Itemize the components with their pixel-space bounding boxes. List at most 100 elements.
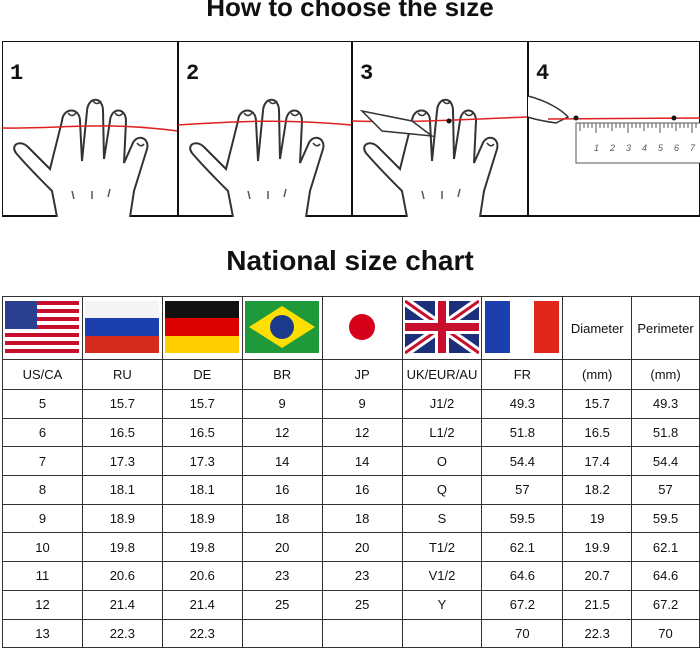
flag bbox=[165, 300, 240, 353]
table-cell: 15.7 bbox=[562, 389, 633, 419]
ruler-number: 4 bbox=[642, 143, 647, 153]
table-cell: 16.5 bbox=[81, 417, 163, 448]
table-cell: 19.8 bbox=[161, 532, 243, 563]
table-cell: 19.8 bbox=[81, 532, 163, 563]
table-cell: 18.1 bbox=[161, 475, 243, 505]
table-row: 7 17.3 17.3 14 14 O 54.4 17.4 54.4 bbox=[2, 446, 700, 477]
step-number: 1 bbox=[10, 61, 23, 86]
table-cell: 9 bbox=[321, 389, 403, 419]
ruler-number: 5 bbox=[658, 143, 664, 153]
table-cell: 6 bbox=[2, 417, 83, 448]
table-cell: 16.5 bbox=[161, 417, 243, 448]
flag-row: Diameter Perimeter bbox=[2, 296, 700, 360]
table-cell: 16 bbox=[321, 475, 403, 505]
table-cell: 17.3 bbox=[81, 446, 163, 477]
flag-cell bbox=[2, 296, 83, 360]
step-number: 3 bbox=[360, 61, 373, 86]
table-row: 5 15.7 15.7 9 9 J1/2 49.3 15.7 49.3 bbox=[2, 389, 700, 419]
table-cell: 57 bbox=[481, 475, 564, 505]
flag-cell bbox=[241, 296, 323, 360]
table-cell: 18 bbox=[241, 503, 323, 534]
table-cell bbox=[401, 618, 483, 649]
table-cell: 20.6 bbox=[161, 561, 243, 591]
table-cell: V1/2 bbox=[401, 561, 483, 591]
column-header: Diameter bbox=[562, 296, 633, 360]
table-cell: 70 bbox=[631, 618, 700, 649]
ruler-number: 7 bbox=[690, 143, 696, 153]
panel bbox=[2, 41, 179, 217]
table-cell: 15.7 bbox=[81, 389, 163, 419]
table-row: 8 18.1 18.1 16 16 Q 57 18.2 57 bbox=[2, 475, 700, 505]
table-cell: L1/2 bbox=[401, 417, 483, 448]
table-cell: 59.5 bbox=[481, 503, 564, 534]
table-cell: 16.5 bbox=[562, 417, 633, 448]
chart-heading: National size chart bbox=[226, 245, 474, 276]
table-cell: 25 bbox=[241, 589, 323, 620]
table-cell bbox=[321, 618, 403, 649]
ruler-number: 6 bbox=[674, 143, 679, 153]
table-cell: 11 bbox=[2, 561, 83, 591]
table-cell: 13 bbox=[2, 618, 83, 649]
table-row: 6 16.5 16.5 12 12 L1/2 51.8 16.5 51.8 bbox=[2, 417, 700, 448]
table-cell: 19 bbox=[562, 503, 633, 534]
panel bbox=[177, 41, 353, 217]
table-cell: 5 bbox=[2, 389, 83, 419]
flag bbox=[85, 300, 160, 353]
table-row: 12 21.4 21.4 25 25 Y 67.2 21.5 67.2 bbox=[2, 589, 700, 620]
column-header: FR bbox=[481, 359, 564, 390]
table-cell: 25 bbox=[321, 589, 403, 620]
table-cell: 12 bbox=[241, 417, 323, 448]
column-header: UK/EUR/AU bbox=[401, 359, 483, 390]
flag bbox=[5, 300, 80, 353]
table-row: 11 20.6 20.6 23 23 V1/2 64.6 20.7 64.6 bbox=[2, 561, 700, 591]
table-cell: 21.4 bbox=[81, 589, 163, 620]
table-cell: 51.8 bbox=[481, 417, 564, 448]
flag bbox=[325, 300, 400, 353]
table-row: 13 22.3 22.3 70 22.3 70 bbox=[2, 618, 700, 649]
table-cell: 22.3 bbox=[161, 618, 243, 649]
table-cell: 10 bbox=[2, 532, 83, 563]
flag-cell bbox=[161, 296, 243, 360]
table-cell: 23 bbox=[241, 561, 323, 591]
flag bbox=[485, 300, 560, 353]
table-cell: 49.3 bbox=[481, 389, 564, 419]
table-cell: 14 bbox=[321, 446, 403, 477]
table-cell: 54.4 bbox=[481, 446, 564, 477]
column-header: JP bbox=[321, 359, 403, 390]
column-header: (mm) bbox=[562, 359, 633, 390]
table-cell: 19.9 bbox=[562, 532, 633, 563]
table-cell: 64.6 bbox=[481, 561, 564, 591]
table-cell: 17.4 bbox=[562, 446, 633, 477]
table-cell: 62.1 bbox=[631, 532, 700, 563]
table-cell: 17.3 bbox=[161, 446, 243, 477]
table-cell: 51.8 bbox=[631, 417, 700, 448]
table-cell: 12 bbox=[321, 417, 403, 448]
table-cell: 9 bbox=[241, 389, 323, 419]
step-number: 2 bbox=[186, 61, 199, 86]
table-cell: 54.4 bbox=[631, 446, 700, 477]
table-cell: J1/2 bbox=[401, 389, 483, 419]
flag-cell bbox=[81, 296, 163, 360]
table-cell: 20 bbox=[241, 532, 323, 563]
ruler-number: 2 bbox=[609, 143, 615, 153]
panel bbox=[351, 41, 529, 217]
flag-cell bbox=[321, 296, 403, 360]
table-cell: 18.9 bbox=[81, 503, 163, 534]
table-cell: S bbox=[401, 503, 483, 534]
table-cell: 49.3 bbox=[631, 389, 700, 419]
table-cell: 59.5 bbox=[631, 503, 700, 534]
table-row: 10 19.8 19.8 20 20 T1/2 62.1 19.9 62.1 bbox=[2, 532, 700, 563]
table-cell: 16 bbox=[241, 475, 323, 505]
table-cell: 18 bbox=[321, 503, 403, 534]
header-row: US/CA RU DE BR JP UK/EUR/AU FR (mm) (mm) bbox=[2, 359, 700, 390]
flag-cell bbox=[401, 296, 483, 360]
table-cell: 67.2 bbox=[631, 589, 700, 620]
table-cell: 20.6 bbox=[81, 561, 163, 591]
table-cell: T1/2 bbox=[401, 532, 483, 563]
table-row: 9 18.9 18.9 18 18 S 59.5 19 59.5 bbox=[2, 503, 700, 534]
page-title: How to choose the size bbox=[206, 0, 494, 22]
step-number: 4 bbox=[536, 61, 549, 86]
flag bbox=[245, 300, 320, 353]
